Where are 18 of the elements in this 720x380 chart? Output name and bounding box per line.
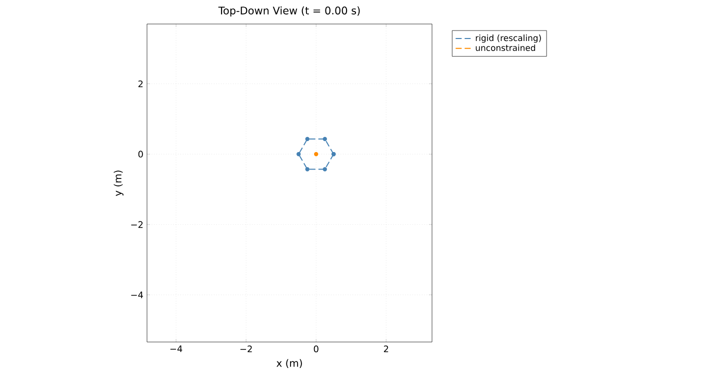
x-tick-label: −4 [170, 346, 182, 352]
point [305, 167, 310, 172]
point [305, 136, 310, 142]
point [322, 136, 327, 142]
point [296, 152, 301, 156]
y-tick-label: −4 [131, 292, 143, 298]
y-tick-label: 0 [138, 150, 143, 158]
x-axis-title: x (m) [276, 359, 302, 368]
point [322, 167, 327, 172]
y-tick-label: 2 [138, 80, 143, 88]
y-axis-title: y (m) [114, 170, 124, 196]
legend-label: rigid (rescaling) [476, 34, 541, 43]
x-tick-label: 2 [384, 346, 388, 352]
x-tick-label: 0 [314, 346, 318, 352]
x-tick-label: −2 [240, 346, 252, 352]
legend-label: unconstrained [476, 44, 536, 52]
y-tick-label: −2 [131, 221, 143, 228]
chart-title: Top-Down View (t = 0.00 s) [218, 6, 360, 16]
